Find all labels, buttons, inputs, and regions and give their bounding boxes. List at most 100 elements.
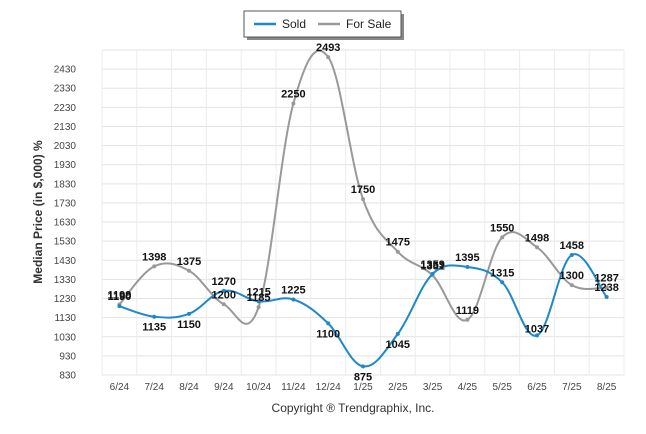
x-tick-label: 10/24 — [246, 382, 271, 393]
data-label-for-sale: 1375 — [177, 256, 201, 268]
y-tick-label: 2430 — [54, 65, 77, 76]
y-tick-label: 1430 — [54, 256, 77, 267]
data-label-sold: 1150 — [177, 319, 201, 331]
y-tick-label: 1030 — [54, 332, 77, 343]
x-tick-label: 6/25 — [527, 382, 547, 393]
grid-layer — [101, 49, 625, 376]
data-point-sold[interactable] — [117, 304, 122, 309]
data-label-sold: 1315 — [490, 267, 514, 279]
data-label-sold: 1100 — [316, 328, 340, 340]
y-tick-label: 1130 — [54, 313, 76, 324]
y-tick-label: 2030 — [54, 141, 77, 152]
data-label-for-sale: 1300 — [560, 270, 584, 282]
data-label-sold: 1395 — [455, 252, 479, 264]
data-point-for-sale[interactable] — [395, 249, 400, 254]
data-label-for-sale: 1287 — [594, 273, 618, 285]
x-tick-label: 4/25 — [458, 382, 478, 393]
data-label-for-sale: 1351 — [420, 260, 444, 272]
data-point-for-sale[interactable] — [152, 264, 157, 269]
x-tick-label: 12/24 — [316, 382, 341, 393]
data-point-for-sale[interactable] — [569, 283, 574, 288]
x-tick-label: 11/24 — [281, 382, 306, 393]
data-label-sold: 875 — [354, 371, 372, 383]
data-point-for-sale[interactable] — [465, 317, 470, 322]
data-point-sold[interactable] — [535, 333, 539, 338]
y-tick-label: 930 — [59, 351, 76, 362]
data-label-sold: 1045 — [386, 339, 410, 351]
data-label-sold: 1215 — [246, 286, 270, 298]
y-tick-label: 2130 — [54, 122, 77, 133]
x-tick-label: 3/25 — [423, 382, 443, 393]
chart-footer: Copyright ® Trendgraphix, Inc. — [272, 401, 435, 415]
data-label-for-sale: 1750 — [351, 184, 375, 196]
data-point-sold[interactable] — [361, 364, 365, 369]
y-tick-label: 1930 — [54, 160, 77, 171]
data-label-sold: 1458 — [560, 240, 584, 252]
data-point-for-sale[interactable] — [500, 235, 505, 240]
y-tick-label: 1530 — [54, 237, 77, 248]
data-label-sold: 1190 — [107, 291, 131, 303]
data-label-for-sale: 1398 — [142, 251, 166, 263]
axis-layer: 830 930 1030 1130 1230 1330 1430 1530 1630 1730 18… — [54, 65, 617, 393]
data-point-for-sale[interactable] — [604, 285, 609, 290]
y-tick-label: 1330 — [54, 275, 77, 286]
data-label-for-sale: 1199 — [107, 289, 131, 301]
x-tick-label: 7/25 — [562, 382, 582, 393]
data-label-for-sale: 1119 — [456, 305, 479, 317]
data-label-sold: 1225 — [281, 284, 305, 296]
y-tick-label: 1230 — [54, 294, 77, 305]
data-point-sold[interactable] — [152, 314, 157, 319]
data-point-sold[interactable] — [465, 264, 470, 269]
y-tick-label: 1730 — [54, 198, 77, 209]
y-tick-label: 2230 — [54, 103, 77, 114]
legend-label-for-sale[interactable]: For Sale — [346, 17, 392, 31]
x-tick-label: 5/25 — [492, 382, 512, 393]
data-label-for-sale: 2250 — [281, 89, 305, 101]
series-layer — [117, 49, 609, 369]
data-point-for-sale[interactable] — [187, 268, 191, 273]
x-tick-label: 7/24 — [144, 382, 164, 393]
data-point-sold[interactable] — [256, 299, 261, 304]
data-label-for-sale: 1475 — [386, 237, 410, 249]
data-label-sold: 1135 — [142, 322, 166, 334]
y-tick-label: 1630 — [54, 218, 77, 229]
y-tick-label: 1830 — [54, 179, 77, 190]
data-label-for-sale: 1185 — [247, 292, 271, 304]
data-point-sold[interactable] — [430, 271, 435, 276]
y-tick-label: 830 — [59, 371, 76, 382]
x-tick-label: 9/24 — [214, 382, 234, 393]
data-point-sold[interactable] — [604, 295, 609, 299]
data-point-sold[interactable] — [291, 297, 296, 302]
data-label-sold: 1359 — [420, 259, 444, 271]
data-point-for-sale[interactable] — [535, 245, 539, 250]
data-label-for-sale: 1550 — [490, 222, 514, 234]
y-axis-title: Median Price (in $,000) % — [31, 140, 45, 284]
x-tick-label: 1/25 — [353, 382, 373, 393]
data-point-for-sale[interactable] — [256, 305, 261, 310]
data-point-for-sale[interactable] — [221, 302, 226, 307]
data-point-for-sale[interactable] — [326, 55, 331, 60]
data-point-for-sale[interactable] — [291, 101, 296, 106]
data-label-for-sale: 2493 — [316, 42, 340, 54]
data-label-for-sale: 1498 — [525, 232, 549, 244]
legend-label-sold[interactable]: Sold — [282, 17, 306, 31]
data-point-sold[interactable] — [221, 288, 226, 293]
x-tick-label: 2/25 — [388, 382, 408, 393]
y-tick-label: 2330 — [54, 84, 77, 95]
data-label-for-sale: 1200 — [212, 289, 236, 301]
data-point-for-sale[interactable] — [361, 197, 365, 202]
data-point-sold[interactable] — [569, 252, 574, 257]
x-tick-label: 6/24 — [110, 382, 130, 393]
x-tick-label: 8/25 — [597, 382, 617, 393]
data-point-sold[interactable] — [326, 321, 331, 326]
x-tick-label: 8/24 — [179, 382, 199, 393]
data-label-sold: 1037 — [525, 323, 549, 335]
legend: Sold For Sale — [243, 10, 404, 40]
data-point-sold[interactable] — [500, 280, 505, 285]
data-point-sold[interactable] — [395, 331, 400, 336]
data-label-sold: 1270 — [212, 276, 236, 288]
data-point-sold[interactable] — [187, 311, 191, 316]
data-label-sold: 1238 — [594, 282, 618, 294]
